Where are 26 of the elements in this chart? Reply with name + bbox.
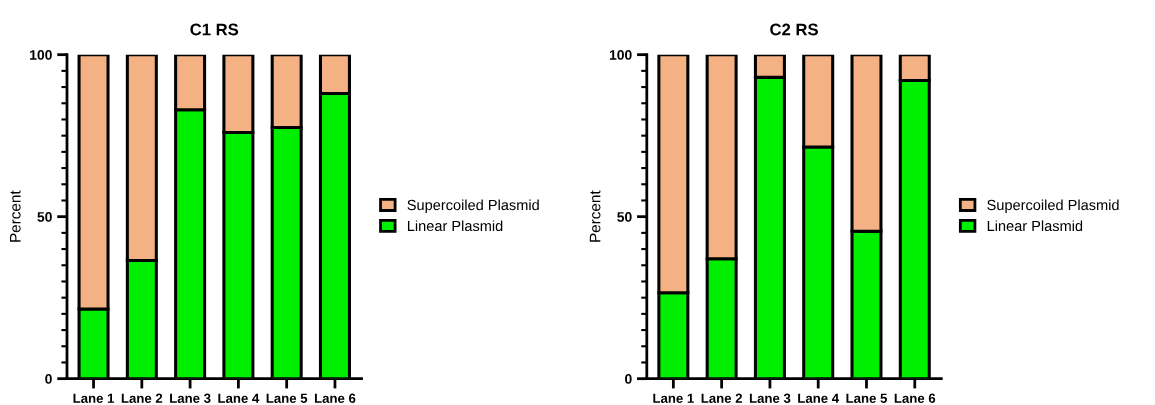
x-tick-label: Lane 2 (701, 393, 743, 403)
legend-label: Linear Plasmid (407, 220, 503, 232)
x-tick-label: Lane 4 (218, 393, 260, 403)
x-tick-label: Lane 3 (170, 393, 211, 403)
x-tick-label: Lane 6 (894, 393, 936, 403)
x-tick-label: Lane 5 (266, 393, 308, 403)
x-tick-label: Lane 4 (798, 393, 840, 403)
chart-title: C2 RS (770, 23, 818, 36)
y-tick-label: 50 (37, 212, 52, 222)
y-tick-label: 0 (625, 374, 632, 384)
legend-label: Supercoiled Plasmid (407, 199, 539, 214)
x-tick-label: Lane 1 (653, 393, 694, 403)
x-tick-label: Lane 3 (749, 393, 791, 403)
y-tick-label: 100 (609, 50, 632, 60)
x-tick-label: Lane 5 (846, 393, 888, 403)
x-tick-label: Lane 2 (121, 393, 163, 403)
x-tick-label: Lane 1 (73, 393, 115, 403)
y-tick-label: 50 (617, 212, 632, 222)
y-axis-title: Percent (589, 190, 601, 242)
y-axis-title: Percent (10, 190, 21, 242)
y-tick-label: 0 (45, 374, 52, 384)
y-tick-label: 100 (30, 50, 52, 60)
legend-label: Supercoiled Plasmid (987, 199, 1119, 214)
chart-title: C1 RS (190, 23, 239, 36)
x-tick-label: Lane 6 (314, 393, 356, 403)
legend-label: Linear Plasmid (987, 220, 1083, 232)
